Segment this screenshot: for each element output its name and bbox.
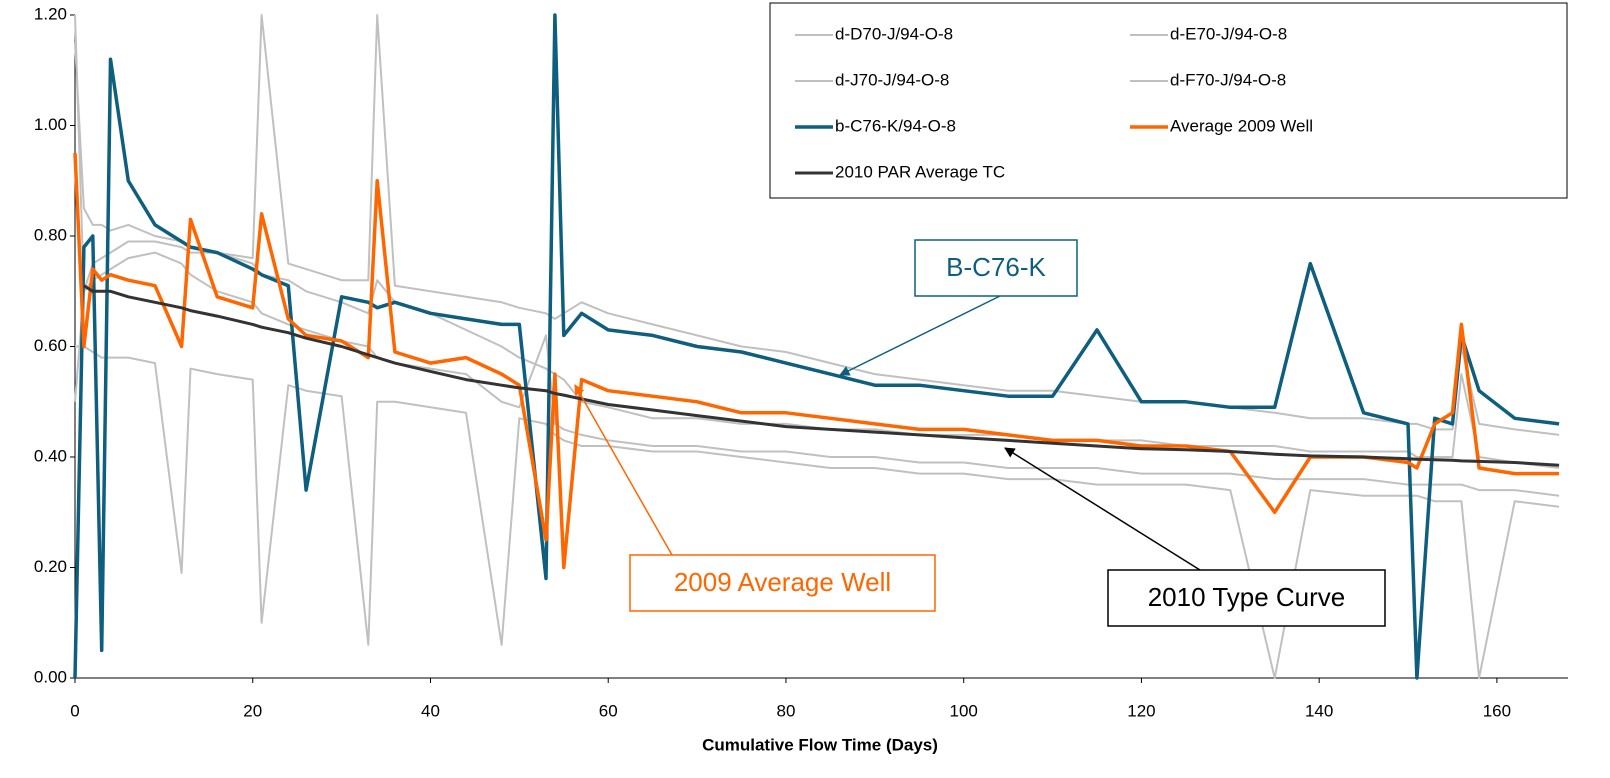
x-tick-label: 100 (950, 701, 978, 720)
x-tick-label: 140 (1305, 701, 1333, 720)
legend-label: d-E70-J/94-O-8 (1170, 24, 1287, 43)
x-axis-label: Cumulative Flow Time (Days) (702, 735, 938, 754)
legend-label: d-D70-J/94-O-8 (835, 24, 953, 43)
legend-label: Average 2009 Well (1170, 116, 1313, 135)
legend-label: d-J70-J/94-O-8 (835, 70, 949, 89)
x-tick-label: 160 (1483, 701, 1511, 720)
series-line (74, 14, 1560, 469)
series-line (73, 13, 1560, 680)
x-tick-label: 20 (243, 701, 262, 720)
annotation-box (629, 554, 936, 612)
y-tick-label: 0.80 (34, 225, 67, 244)
y-tick-label: 1.20 (34, 4, 67, 23)
x-tick-label: 60 (599, 701, 618, 720)
annotation-box (914, 239, 1078, 297)
x-tick-label: 0 (70, 701, 79, 720)
annotation-text: B-C76-K (946, 252, 1046, 282)
legend-label: b-C76-K/94-O-8 (835, 116, 956, 135)
annotation-arrow (574, 384, 673, 556)
x-tick-label: 80 (776, 701, 795, 720)
y-tick-label: 1.00 (34, 115, 67, 134)
annotation-arrow (839, 295, 1001, 376)
y-tick-label: 0.00 (34, 667, 67, 686)
y-tick-label: 0.40 (34, 446, 67, 465)
x-tick-label: 40 (421, 701, 440, 720)
x-tick-label: 120 (1127, 701, 1155, 720)
legend-label: 2010 PAR Average TC (835, 162, 1005, 181)
series-line (75, 345, 1560, 679)
legend-label: d-F70-J/94-O-8 (1170, 70, 1286, 89)
annotation-text: 2009 Average Well (674, 567, 891, 597)
y-tick-label: 0.20 (34, 557, 67, 576)
series-line (83, 284, 1560, 467)
legend-box (769, 2, 1568, 199)
annotation-box (1107, 569, 1386, 627)
annotation-arrow (1004, 447, 1201, 571)
y-tick-label: 0.60 (34, 336, 67, 355)
annotation-text: 2010 Type Curve (1148, 582, 1346, 612)
series-line (74, 251, 1560, 497)
